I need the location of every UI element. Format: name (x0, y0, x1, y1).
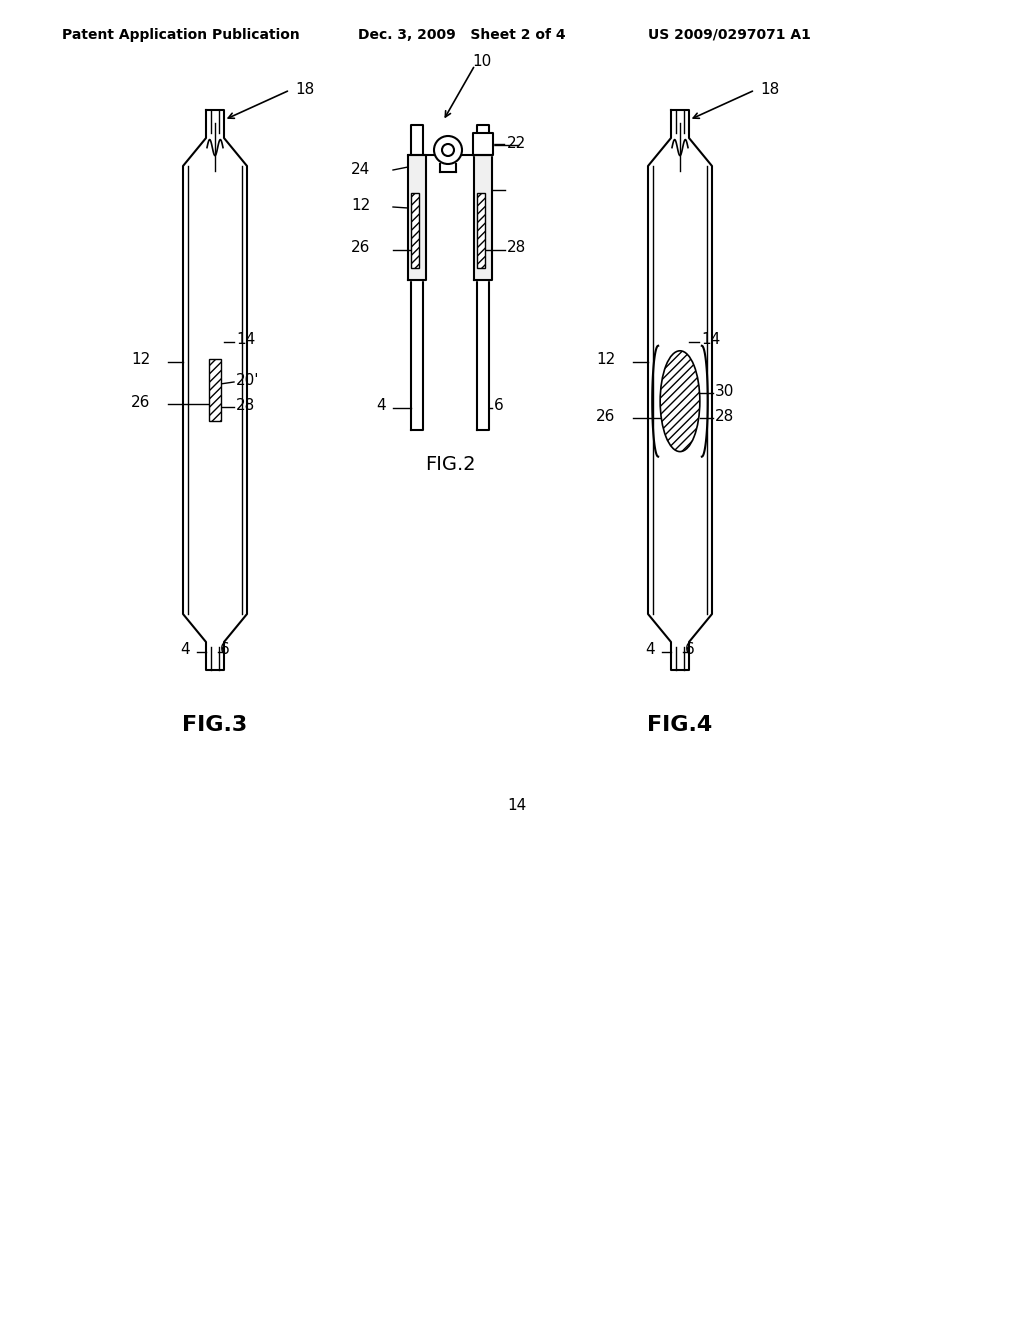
Text: FIG.3: FIG.3 (182, 715, 248, 735)
Bar (477, 193, 485, 268)
Text: Patent Application Publication: Patent Application Publication (62, 28, 300, 42)
Text: 22: 22 (507, 136, 526, 152)
Text: 28: 28 (236, 397, 255, 413)
Polygon shape (473, 133, 493, 154)
Circle shape (434, 136, 462, 164)
Bar (411, 193, 419, 268)
Polygon shape (474, 154, 492, 280)
Text: 26: 26 (596, 409, 615, 424)
Text: 28: 28 (507, 240, 526, 256)
Bar (209, 359, 221, 421)
Text: 6: 6 (685, 643, 694, 657)
Text: 28: 28 (715, 409, 734, 424)
Text: FIG.4: FIG.4 (647, 715, 713, 735)
Text: 4: 4 (645, 643, 655, 657)
Text: US 2009/0297071 A1: US 2009/0297071 A1 (648, 28, 811, 42)
Text: 30: 30 (715, 384, 734, 399)
Circle shape (442, 144, 454, 156)
Text: 18: 18 (295, 82, 314, 98)
Text: 6: 6 (220, 643, 229, 657)
Text: 26: 26 (351, 240, 371, 256)
Text: 24: 24 (351, 162, 371, 177)
Text: 18: 18 (760, 82, 779, 98)
Ellipse shape (660, 351, 699, 451)
Polygon shape (648, 110, 712, 671)
Text: 6: 6 (494, 397, 504, 412)
Text: 14: 14 (236, 333, 255, 347)
Text: 14: 14 (507, 799, 526, 813)
Text: Dec. 3, 2009   Sheet 2 of 4: Dec. 3, 2009 Sheet 2 of 4 (358, 28, 565, 42)
Text: 26: 26 (131, 395, 151, 409)
Text: 20': 20' (236, 374, 259, 388)
Polygon shape (408, 154, 426, 280)
Polygon shape (477, 125, 489, 430)
Text: 12: 12 (351, 198, 371, 213)
Text: FIG.2: FIG.2 (425, 455, 475, 474)
Text: 12: 12 (596, 352, 615, 367)
Polygon shape (411, 125, 423, 430)
Text: 14: 14 (701, 333, 720, 347)
Polygon shape (183, 110, 247, 671)
Text: 12: 12 (131, 352, 151, 367)
Text: 4: 4 (180, 643, 190, 657)
Text: 4: 4 (377, 397, 386, 412)
Text: 10: 10 (472, 54, 492, 70)
